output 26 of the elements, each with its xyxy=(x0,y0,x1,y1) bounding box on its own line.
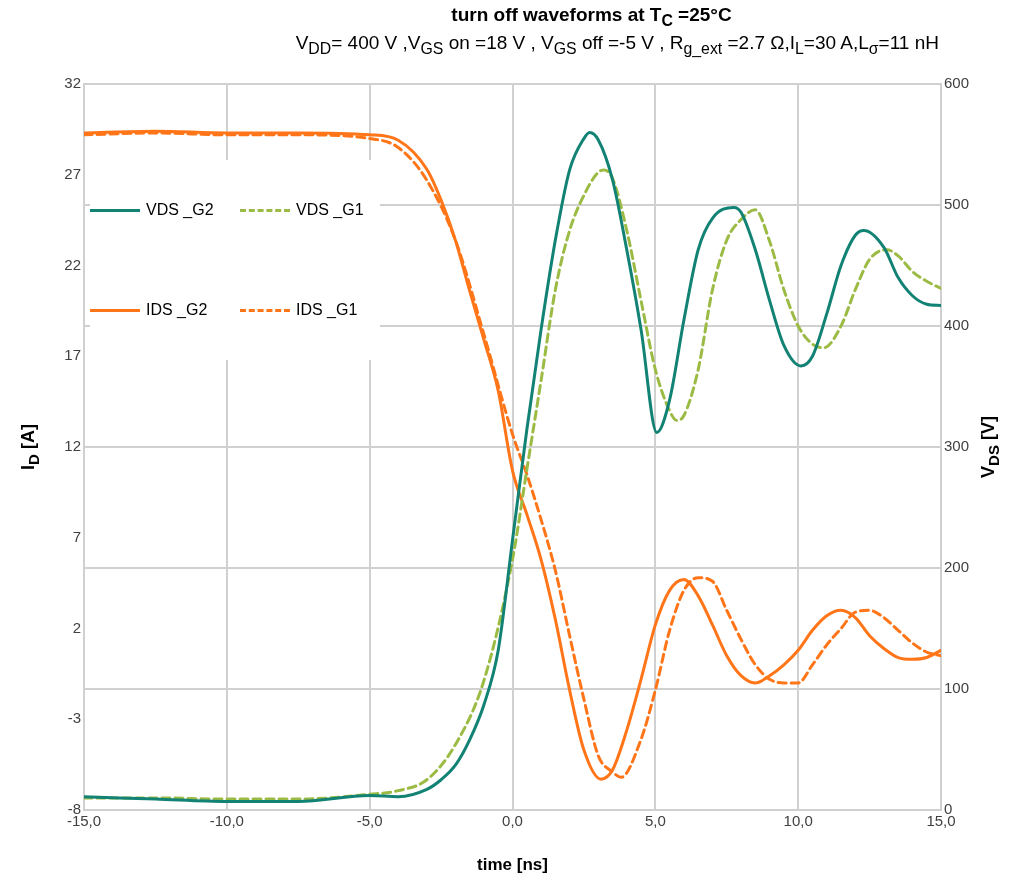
legend-label: IDS _G1 xyxy=(296,301,358,319)
legend-label: VDS _G1 xyxy=(296,201,364,219)
legend-label: VDS _G2 xyxy=(146,201,214,219)
text: V$_{DD}$= 400 V ,V$_{GS}$ on =18 V , V$_{GS}$ off =-5 V , R$_{g_ext}$ =2.7 Ω,I$_{L}$=30 A,L$_{σ}$=11 nH xyxy=(295,32,939,57)
x-tick-label: -5,0 xyxy=(356,812,383,830)
x-tick-label: 0,0 xyxy=(502,812,523,830)
x-tick-label: 5,0 xyxy=(644,812,666,830)
y-tick-label: 17 xyxy=(64,346,81,364)
y2-tick-label: 400 xyxy=(944,316,970,334)
y-tick-label: 7 xyxy=(72,527,81,545)
y2-tick-label: 100 xyxy=(944,679,970,697)
y2-tick-label: 200 xyxy=(944,558,970,576)
chart-title: turn off waveforms at T$_{C}$ =25°C xyxy=(450,4,733,30)
legend-label: IDS _G2 xyxy=(146,301,208,319)
x-axis-title: time [ns] xyxy=(476,855,549,875)
y-tick-label: 2 xyxy=(72,618,81,636)
y-tick-label: -3 xyxy=(67,709,81,727)
y-tick-label: 32 xyxy=(64,74,81,92)
x-tick-label: 10,0 xyxy=(783,812,813,830)
y-tick-label: 12 xyxy=(64,437,81,455)
y2-tick-label: 300 xyxy=(944,437,970,455)
y-tick-label: 22 xyxy=(64,255,81,273)
x-tick-label: -10,0 xyxy=(209,812,244,830)
y2-tick-label: 500 xyxy=(944,195,970,213)
y-tick-label: 27 xyxy=(64,164,81,182)
y2-tick-label: 600 xyxy=(944,74,970,92)
